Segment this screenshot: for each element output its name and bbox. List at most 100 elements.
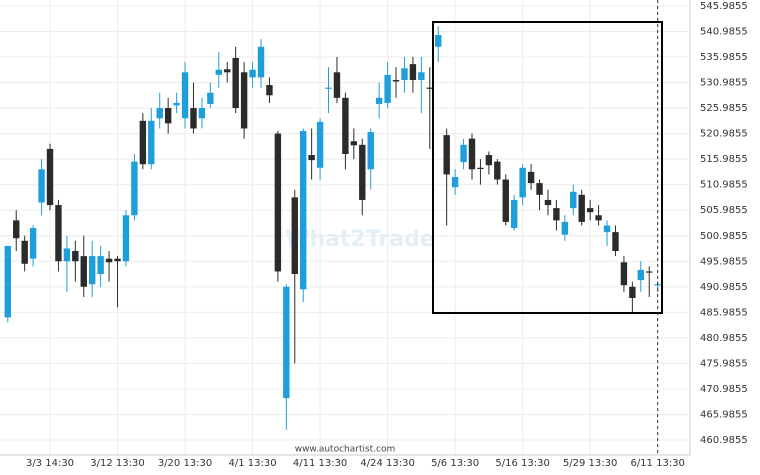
- y-tick-label: 475.9855: [700, 358, 748, 369]
- pattern-box: [432, 21, 663, 314]
- candle-body: [603, 225, 611, 233]
- x-tick-label: 5/29 13:30: [563, 458, 617, 469]
- candle-body: [215, 69, 222, 75]
- candle-body: [553, 208, 560, 221]
- candle-body: [561, 221, 569, 235]
- y-tick-label: 520.9855: [700, 129, 748, 140]
- candle-body: [164, 108, 172, 124]
- candle-body: [105, 258, 113, 263]
- candle-body: [316, 121, 324, 168]
- y-tick-label: 495.9855: [700, 256, 748, 267]
- candle-body: [443, 135, 450, 175]
- x-tick-label: 3/12 13:30: [90, 458, 144, 469]
- candle-body: [198, 108, 206, 119]
- y-tick-label: 460.9855: [700, 435, 748, 446]
- watermark: What2Trade: [285, 227, 435, 252]
- candle-body: [595, 215, 602, 221]
- y-tick-label: 510.9855: [700, 180, 748, 191]
- candle-body: [274, 133, 282, 272]
- y-tick-label: 535.9855: [700, 52, 748, 63]
- source: www.autochartist.com: [295, 445, 396, 455]
- candle-body: [38, 169, 45, 203]
- x-tick-label: 5/16 13:30: [495, 458, 549, 469]
- candle-body: [620, 262, 628, 286]
- candle-body: [359, 144, 366, 200]
- y-tick-label: 465.9855: [700, 409, 748, 420]
- candle-body: [308, 155, 315, 161]
- candle-body: [21, 240, 28, 264]
- candle-body: [502, 179, 509, 222]
- candle-body: [190, 108, 197, 129]
- y-tick-label: 490.9855: [700, 282, 748, 293]
- y-tick-label: 485.9855: [700, 307, 748, 318]
- candle-body: [232, 58, 239, 109]
- y-tick-label: 530.9855: [700, 78, 748, 89]
- candle-body: [451, 176, 459, 188]
- candle-body: [291, 197, 298, 274]
- x-tick-label: 4/1 13:30: [229, 458, 277, 469]
- y-tick-label: 505.9855: [700, 205, 748, 216]
- candle-body: [485, 155, 493, 166]
- candle-body: [519, 167, 526, 198]
- candle-body: [586, 208, 594, 213]
- y-tick-label: 545.9855: [700, 1, 748, 12]
- x-tick-label: 3/20 13:30: [158, 458, 212, 469]
- candle-body: [89, 256, 96, 285]
- candle-body: [460, 144, 467, 163]
- candle-body: [181, 72, 189, 119]
- candle-body: [325, 87, 332, 89]
- candle-body: [578, 194, 585, 222]
- candle-body: [63, 248, 71, 262]
- candle-body: [29, 228, 37, 259]
- y-tick-label: 470.9855: [700, 384, 748, 395]
- x-tick-label: 4/24 13:30: [360, 458, 414, 469]
- candle-body: [80, 256, 87, 287]
- candle-body: [333, 72, 341, 98]
- candle-body: [266, 85, 273, 96]
- candle-body: [249, 69, 256, 78]
- candle-body: [350, 141, 358, 146]
- candle-body: [131, 161, 138, 216]
- x-tick-label: 3/3 14:30: [26, 458, 74, 469]
- candle-body: [384, 74, 391, 103]
- candle-body: [300, 131, 307, 290]
- y-tick-label: 515.9855: [700, 154, 748, 165]
- candle-body: [612, 232, 619, 252]
- candle-body: [401, 68, 408, 80]
- candle-body: [4, 245, 11, 318]
- candle-body: [240, 72, 248, 129]
- candle-body: [46, 148, 54, 206]
- y-tick-label: 480.9855: [700, 333, 748, 344]
- candle-body: [409, 64, 417, 80]
- candle-body: [418, 72, 425, 80]
- candle-body: [139, 120, 147, 165]
- candle-body: [224, 69, 231, 73]
- candle-body: [173, 102, 180, 106]
- candle-body: [426, 87, 433, 89]
- x-tick-label: 6/11 13:30: [630, 458, 684, 469]
- candle-body: [122, 215, 130, 262]
- candle-body: [283, 286, 290, 399]
- candle-body: [148, 120, 155, 165]
- candle-body: [114, 258, 121, 262]
- candle-body: [629, 286, 636, 298]
- candle-body: [13, 220, 20, 239]
- candle-body: [536, 183, 543, 195]
- candle-body: [494, 161, 501, 180]
- candle-body: [570, 191, 577, 209]
- y-tick-label: 540.9855: [700, 27, 748, 38]
- y-tick-label: 525.9855: [700, 103, 748, 114]
- candle-body: [367, 132, 374, 170]
- candle-body: [55, 205, 62, 262]
- candle-body: [257, 46, 265, 78]
- candle-body: [511, 199, 518, 229]
- candle-body: [375, 97, 383, 104]
- x-tick-label: 5/6 13:30: [431, 458, 479, 469]
- candle-body: [97, 256, 104, 274]
- candle-body: [435, 35, 442, 47]
- candle-body: [477, 167, 484, 169]
- candle-body: [544, 199, 552, 206]
- x-tick-label: 4/11 13:30: [293, 458, 347, 469]
- candle-body: [207, 92, 214, 104]
